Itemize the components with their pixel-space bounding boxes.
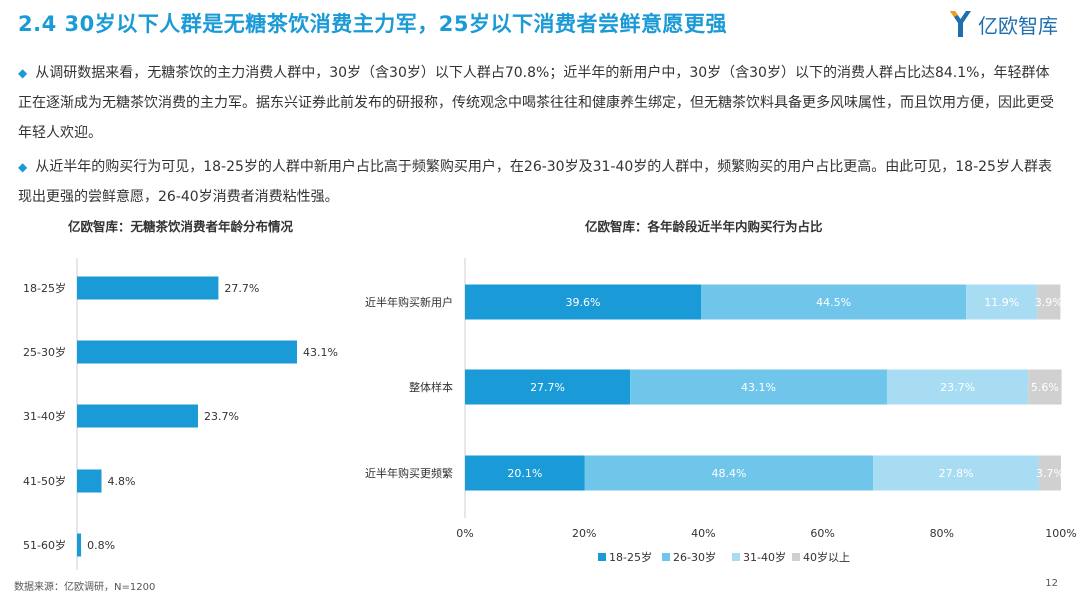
stacked-bar-segment [1037,284,1061,320]
page-title: 2.4 30岁以下人群是无糖茶饮消费主力军，25岁以下消费者尝鲜意愿更强 [18,12,727,36]
value-label: 27.7% [224,282,259,295]
bullet-text-2: 从近半年的购买行为可见，18-25岁的人群中新用户占比高于频繁购买用户，在26-… [18,159,1052,205]
logo-text: 亿欧智库 [978,13,1058,38]
category-label: 31-40岁 [23,409,66,423]
category-label: 51-60岁 [23,538,66,552]
diamond-bullet-icon: ◆ [18,160,28,174]
purchase-behavior-chart: 近半年购买新用户 39.6% 44.5% 11.9% 3.9% 整体样本 27.7% 43.1… [365,258,1077,564]
bullet-paragraph-1: ◆ 从调研数据来看，无糖茶饮的主力消费人群中，30岁（含30岁）以下人群占70.8… [18,58,1062,148]
data-source: 数据来源：亿欧调研，N=1200 [14,582,156,593]
category-label: 近半年购买新用户 [365,295,453,309]
bar [77,340,297,364]
value-label: 43.1% [303,346,338,359]
category-label: 18-25岁 [23,281,66,295]
bar [77,469,102,493]
chart-2-title: 亿欧智库：各年龄段近半年内购买行为占比 [585,219,823,234]
stacked-bar-segment [873,455,1039,491]
segment-value-label: 27.7% [530,381,565,394]
bar [77,276,219,300]
legend-label: 31-40岁 [743,550,786,564]
legend-label: 40岁以上 [803,550,850,564]
bar [77,533,82,557]
stacked-bar-segment [886,369,1029,405]
x-tick-label: 100% [1045,527,1076,540]
x-tick-label: 80% [930,527,954,540]
bullet-paragraph-2: ◆ 从近半年的购买行为可见，18-25岁的人群中新用户占比高于频繁购买用户，在26… [18,152,1062,212]
segment-value-label: 20.1% [507,467,542,480]
segment-value-label: 23.7% [940,381,975,394]
category-label: 整体样本 [409,380,453,394]
page-number: 12 [1045,578,1058,589]
stacked-bar-segment [465,284,702,320]
segment-value-label: 3.9% [1035,296,1063,309]
logo: 亿欧智库 [948,6,1058,42]
stacked-bar-segment [701,284,967,320]
value-label: 4.8% [108,475,136,488]
segment-value-label: 5.6% [1031,381,1059,394]
value-label: 0.8% [87,539,115,552]
segment-value-label: 27.8% [939,467,974,480]
segment-value-label: 3.7% [1036,467,1064,480]
bar [77,404,198,428]
x-tick-label: 0% [456,527,473,540]
x-tick-label: 60% [810,527,834,540]
stacked-bar-segment [966,284,1038,320]
segment-value-label: 48.4% [712,467,747,480]
segment-value-label: 44.5% [816,296,851,309]
x-tick-label: 40% [691,527,715,540]
bullet-text-1: 从调研数据来看，无糖茶饮的主力消费人群中，30岁（含30岁）以下人群占70.8%… [18,65,1054,141]
stacked-bar-segment [465,369,631,405]
segment-value-label: 43.1% [741,381,776,394]
legend-swatch [792,553,800,561]
legend-label: 26-30岁 [673,550,716,564]
legend-swatch [732,553,740,561]
stacked-bar-segment [630,369,887,405]
chart-1-title: 亿欧智库：无糖茶饮消费者年龄分布情况 [68,219,294,234]
age-distribution-chart: 18-25岁 27.7% 25-30岁 43.1% 31-40岁 23.7% 41-50岁 4… [23,258,338,570]
stacked-bar-segment [1028,369,1062,405]
stacked-bar-segment [465,455,585,491]
category-label: 41-50岁 [23,474,66,488]
category-label: 近半年购买更频繁 [365,466,453,480]
logo-icon [950,11,971,37]
segment-value-label: 39.6% [566,296,601,309]
stacked-bar-segment [584,455,874,491]
diamond-bullet-icon: ◆ [18,66,28,80]
stacked-bar-segment [1038,455,1061,491]
legend-swatch [662,553,670,561]
legend-swatch [598,553,606,561]
x-tick-label: 20% [572,527,596,540]
segment-value-label: 11.9% [984,296,1019,309]
category-label: 25-30岁 [23,345,66,359]
legend-label: 18-25岁 [609,550,652,564]
value-label: 23.7% [204,410,239,423]
